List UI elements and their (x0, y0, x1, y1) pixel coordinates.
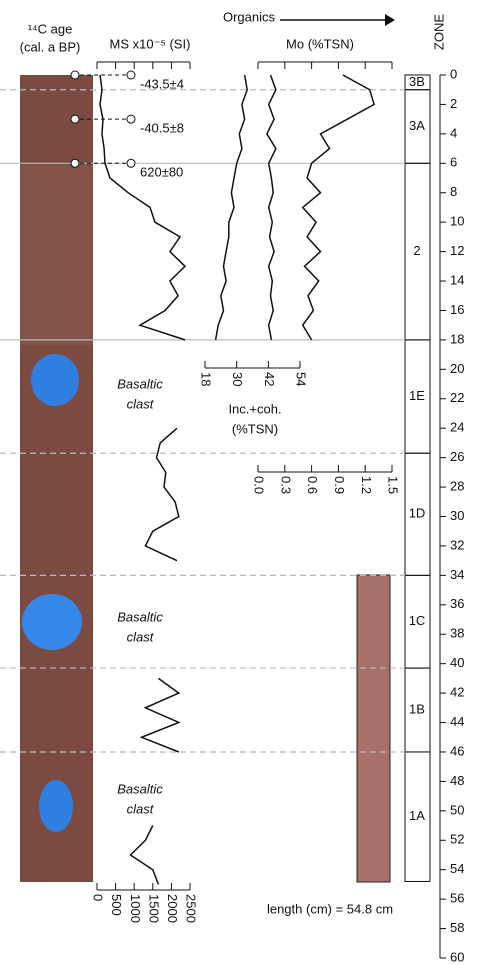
depth-tick-label: 8 (450, 184, 457, 199)
inc-label: Inc.+coh. (228, 401, 281, 416)
value-tick-label: 54 (294, 372, 309, 386)
age-marker (126, 70, 136, 80)
age-sample (70, 114, 80, 124)
age-header: ¹⁴C age (28, 21, 73, 36)
zone-label: 1A (409, 808, 425, 823)
clast (31, 354, 79, 406)
depth-tick-label: 48 (450, 773, 464, 788)
organics-label: Organics (223, 9, 276, 24)
depth-tick-label: 44 (450, 714, 464, 729)
depth-tick-label: 54 (450, 861, 464, 876)
value-tick-label: 18 (199, 372, 214, 386)
depth-tick-label: 20 (450, 361, 464, 376)
age-label: -40.5±8 (140, 121, 184, 136)
depth-tick-label: 14 (450, 272, 464, 287)
depth-tick-label: 36 (450, 596, 464, 611)
value-tick-label: 2500 (184, 894, 199, 923)
value-tick-label: 1000 (128, 894, 143, 923)
age-sample (70, 70, 80, 80)
clast (39, 780, 73, 832)
value-tick-label: 0.0 (252, 476, 267, 494)
profile-line (301, 74, 375, 341)
clast-label: clast (127, 801, 155, 816)
depth-tick-label: 34 (450, 567, 464, 582)
value-tick-label: 1500 (146, 894, 161, 923)
zone-label: 1C (409, 613, 426, 628)
profile-line (129, 825, 160, 885)
depth-tick-label: 60 (450, 949, 464, 964)
zone-label: 2 (413, 243, 420, 258)
inc-label: (%TSN) (232, 421, 278, 436)
age-label: 620±80 (140, 165, 183, 180)
depth-tick-label: 22 (450, 390, 464, 405)
value-tick-label: 1.5 (386, 476, 401, 494)
depth-tick-label: 18 (450, 331, 464, 346)
value-tick-label: 1.2 (359, 476, 374, 494)
value-tick-label: 0.9 (332, 476, 347, 494)
clast-label: Basaltic (117, 609, 163, 624)
age-sample (70, 158, 80, 168)
zone-label: 3B (409, 74, 425, 89)
clast-label: Basaltic (117, 376, 163, 391)
clast-label: clast (127, 396, 155, 411)
zone (404, 751, 431, 882)
age-marker (126, 158, 136, 168)
depth-tick-label: 40 (450, 655, 464, 670)
value-tick-label: 0.6 (305, 476, 320, 494)
depth-tick-label: 6 (450, 155, 457, 170)
profile-line (266, 74, 277, 341)
profile-line (214, 74, 248, 341)
age-header: (cal. a BP) (20, 39, 81, 54)
value-tick-label: 500 (109, 894, 124, 916)
depth-tick-label: 28 (450, 479, 464, 494)
clast-label: Basaltic (117, 781, 163, 796)
depth-tick-label: 24 (450, 420, 464, 435)
depth-tick-label: 26 (450, 449, 464, 464)
value-tick-label: 0.3 (278, 476, 293, 494)
clast (22, 594, 82, 650)
depth-tick-label: 12 (450, 243, 464, 258)
zone-label: ZONE (431, 14, 446, 50)
age-label: -43.5±4 (140, 76, 184, 91)
depth-tick-label: 2 (450, 96, 457, 111)
profile-line (139, 677, 181, 753)
lithology (356, 574, 391, 883)
clast-label: clast (127, 629, 155, 644)
zone-label: 1B (409, 701, 425, 716)
value-tick-label: 42 (262, 372, 277, 386)
depth-tick-label: 30 (450, 508, 464, 523)
depth-tick-label: 16 (450, 302, 464, 317)
value-tick-label: 0 (91, 894, 106, 901)
depth-tick-label: 46 (450, 743, 464, 758)
depth-tick-label: 56 (450, 891, 464, 906)
length-note: length (cm) = 54.8 cm (267, 901, 393, 916)
zone-label: 3A (409, 118, 425, 133)
zone-label: 1E (409, 388, 425, 403)
profile-line (144, 427, 180, 562)
core-photo-shade (20, 165, 93, 345)
mo-label: Mo (%TSN) (286, 36, 354, 51)
profile-line (99, 74, 187, 341)
depth-tick-label: 42 (450, 685, 464, 700)
value-tick-label: 30 (230, 372, 245, 386)
ms-label: MS x10⁻⁵ (SI) (110, 36, 191, 51)
arrow-head (385, 14, 395, 26)
depth-tick-label: 52 (450, 832, 464, 847)
depth-tick-label: 38 (450, 626, 464, 641)
age-marker (126, 114, 136, 124)
depth-tick-label: 50 (450, 802, 464, 817)
depth-tick-label: 4 (450, 125, 457, 140)
depth-tick-label: 32 (450, 537, 464, 552)
depth-tick-label: 0 (450, 66, 457, 81)
zone-label: 1D (409, 506, 426, 521)
depth-tick-label: 10 (450, 214, 464, 229)
depth-tick-label: 58 (450, 920, 464, 935)
value-tick-label: 2000 (165, 894, 180, 923)
